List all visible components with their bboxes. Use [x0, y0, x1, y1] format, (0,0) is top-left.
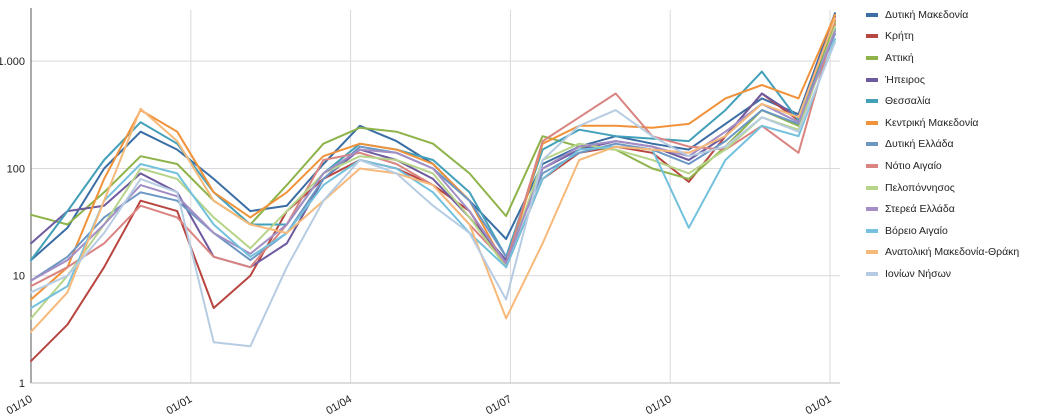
series-line-6 [30, 13, 836, 301]
legend-item: Ήπειρος [866, 69, 1038, 91]
series-line-5 [30, 27, 836, 262]
legend-item: Νότιο Αιγαίο [866, 155, 1038, 177]
series-line-13 [30, 41, 836, 348]
chart-legend: Δυτική Μακεδονία Κρήτη Αττική Ήπειρος Θεσσαλ… [866, 4, 1038, 285]
series-line-11 [30, 38, 836, 309]
legend-swatch [866, 185, 878, 190]
legend-item: Δυτική Μακεδονία [866, 4, 1038, 26]
legend-label: Αττική [885, 51, 914, 64]
x-tick-label: 01/10 [5, 393, 35, 417]
legend-label: Δυτική Μακεδονία [885, 8, 969, 21]
y-tick-label: 100 [7, 163, 25, 175]
legend-item: Κεντρική Μακεδονία [866, 112, 1038, 134]
legend-item: Ανατολική Μακεδονία-Θράκη [866, 242, 1038, 264]
series-layer [30, 12, 836, 363]
legend-label: Ιονίων Νήσων [885, 267, 952, 280]
x-tick-label: 01/07 [484, 393, 514, 417]
series-line-1 [30, 12, 836, 262]
legend-item: Ιονίων Νήσων [866, 263, 1038, 285]
legend-swatch [866, 163, 878, 168]
y-tick-label: 1 [19, 378, 25, 390]
legend-swatch [866, 55, 878, 60]
legend-swatch [866, 99, 878, 104]
x-tick-label: 01/01 [804, 393, 834, 417]
legend-item: Δυτική Ελλάδα [866, 134, 1038, 156]
legend-item: Κρήτη [866, 26, 1038, 48]
legend-label: Κεντρική Μακεδονία [885, 116, 979, 129]
legend-label: Στερεά Ελλάδα [885, 203, 955, 216]
legend-item: Βόρειο Αιγαίο [866, 220, 1038, 242]
legend-swatch [866, 12, 878, 17]
legend-swatch [866, 271, 878, 276]
legend-label: Ήπειρος [885, 73, 925, 86]
legend-item: Θεσσαλία [866, 90, 1038, 112]
legend-label: Κρήτη [885, 30, 914, 43]
legend-swatch [866, 34, 878, 39]
x-tick-label: 01/04 [324, 393, 354, 417]
y-tick-label: 1.000 [0, 56, 25, 68]
series-line-9 [30, 25, 836, 320]
legend-swatch [866, 142, 878, 147]
legend-swatch [866, 120, 878, 125]
y-tick-label: 10 [13, 271, 25, 283]
legend-label: Δυτική Ελλάδα [885, 138, 954, 151]
x-tick-label: 01/01 [164, 393, 194, 417]
legend-label: Ανατολική Μακεδονία-Θράκη [885, 246, 1020, 259]
legend-swatch [866, 250, 878, 255]
legend-label: Πελοπόννησος [885, 181, 955, 194]
series-line-2 [30, 19, 836, 363]
legend-item: Πελοπόννησος [866, 177, 1038, 199]
x-tick-label: 01/10 [644, 393, 674, 417]
legend-label: Βόρειο Αιγαίο [885, 224, 948, 237]
legend-label: Νότιο Αιγαίο [885, 159, 942, 172]
series-line-3 [30, 21, 836, 226]
series-line-12 [30, 17, 836, 333]
axis-layer: 1 10 100 1.000 01/10 01/01 01/04 01/07 01/10 01/0… [0, 8, 840, 417]
legend-item: Αττική [866, 47, 1038, 69]
legend-swatch [866, 228, 878, 233]
legend-item: Στερεά Ελλάδα [866, 198, 1038, 220]
legend-swatch [866, 207, 878, 212]
legend-swatch [866, 77, 878, 82]
legend-label: Θεσσαλία [885, 95, 931, 108]
